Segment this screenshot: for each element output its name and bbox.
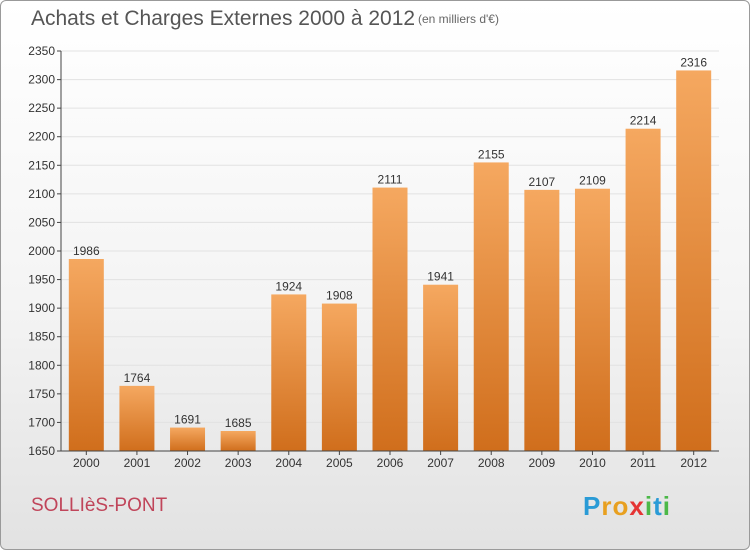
commune-name: SOLLIèS-PONT (31, 495, 168, 516)
y-tick-label: 2150 (28, 158, 55, 172)
chart-title: Achats et Charges Externes 2000 à 2012 (31, 7, 416, 30)
y-tick-label: 1900 (28, 301, 55, 315)
x-tick-label-2003: 2003 (225, 456, 252, 470)
logo-letter: i (644, 491, 654, 521)
x-tick-label-2009: 2009 (528, 456, 555, 470)
logo-letter: t (653, 491, 663, 521)
x-tick-label-2005: 2005 (326, 456, 353, 470)
value-label-2009: 2107 (528, 175, 555, 189)
bar-2004 (271, 294, 307, 451)
logo-letter: o (612, 491, 630, 521)
bar-2005 (321, 303, 357, 451)
value-label-2004: 1924 (275, 279, 302, 293)
logo-letter: x (629, 491, 645, 521)
value-label-2002: 1691 (174, 413, 201, 427)
bar-2010 (574, 188, 610, 451)
bar-2011 (625, 128, 661, 451)
axes (57, 50, 719, 455)
bar-2007 (423, 284, 459, 451)
bar-2009 (524, 189, 560, 451)
value-label-2011: 2214 (630, 114, 657, 128)
value-label-2008: 2155 (478, 147, 505, 161)
y-tick-label: 2200 (28, 130, 55, 144)
x-tick-label-2004: 2004 (275, 456, 302, 470)
labels: 1650 1700 1750 1800 1850 1900 1950 2000 2050 2100… (28, 44, 707, 470)
y-tick-label: 1850 (28, 330, 55, 344)
x-tick-label-2008: 2008 (478, 456, 505, 470)
logo-letter: r (601, 491, 613, 521)
x-tick-label-2006: 2006 (377, 456, 404, 470)
chart-subtitle: (en milliers d'€) (418, 12, 499, 26)
y-tick-label: 1800 (28, 358, 55, 372)
bar-2008 (473, 162, 509, 451)
value-label-2012: 2316 (680, 55, 707, 69)
x-tick-label-2007: 2007 (427, 456, 454, 470)
value-label-2003: 1685 (225, 416, 252, 430)
proxiti-logo: Proxiti (583, 491, 671, 522)
bar-2012 (676, 70, 712, 451)
value-label-2000: 1986 (73, 244, 100, 258)
y-tick-label: 2350 (28, 44, 55, 58)
bar-2001 (119, 385, 155, 451)
bar-2000 (68, 259, 104, 451)
value-label-2005: 1908 (326, 289, 353, 303)
y-tick-label: 2000 (28, 244, 55, 258)
y-tick-label: 2250 (28, 101, 55, 115)
x-tick-label-2000: 2000 (73, 456, 100, 470)
y-tick-label: 1650 (28, 444, 55, 458)
y-tick-label: 2050 (28, 215, 55, 229)
bar-2003 (220, 431, 256, 451)
y-tick-label: 2300 (28, 73, 55, 87)
x-tick-label-2002: 2002 (174, 456, 201, 470)
y-tick-label: 2100 (28, 187, 55, 201)
x-tick-label-2012: 2012 (680, 456, 707, 470)
value-label-2010: 2109 (579, 174, 606, 188)
y-tick-label: 1750 (28, 387, 55, 401)
value-label-2006: 2111 (378, 173, 403, 187)
bar-2002 (170, 427, 206, 451)
bar-2006 (372, 187, 408, 452)
x-tick-label-2011: 2011 (630, 456, 656, 470)
logo-letter: i (662, 491, 671, 521)
value-label-2001: 1764 (124, 371, 151, 385)
x-tick-label-2001: 2001 (124, 456, 151, 470)
bars (68, 70, 712, 452)
x-tick-label-2010: 2010 (579, 456, 606, 470)
value-label-2007: 1941 (427, 270, 454, 284)
logo-letter: P (583, 491, 602, 521)
y-tick-label: 1950 (28, 273, 55, 287)
y-tick-label: 1700 (28, 415, 55, 429)
